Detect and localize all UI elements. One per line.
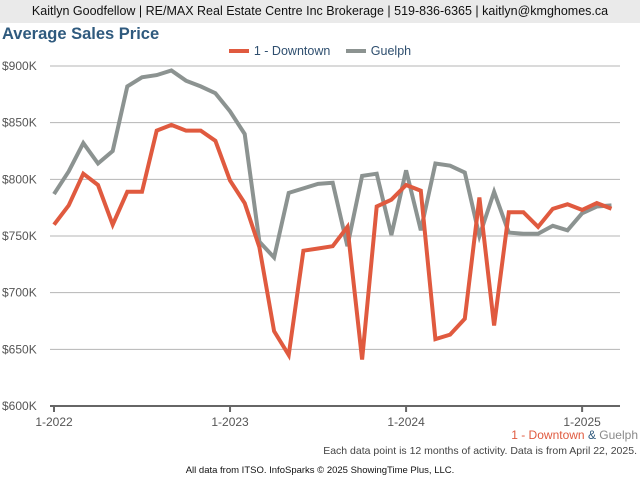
- x-tick-label: 1-2022: [35, 415, 73, 429]
- y-tick-label: $800K: [2, 172, 37, 186]
- legend: 1 - Downtown Guelph: [0, 44, 640, 58]
- y-tick-label: $900K: [2, 59, 37, 73]
- series-line-guelph: [52, 68, 612, 262]
- y-tick-label: $650K: [2, 342, 37, 356]
- source-note: All data from ITSO. InfoSparks © 2025 Sh…: [185, 465, 455, 476]
- caption-guelph: Guelph: [599, 428, 638, 442]
- series-caption: 1 - Downtown & Guelph: [511, 428, 638, 442]
- y-tick-label: $700K: [2, 286, 37, 300]
- legend-swatch-guelph: [345, 48, 366, 53]
- y-tick-label: $600K: [2, 399, 37, 413]
- legend-swatch-downtown: [228, 48, 249, 53]
- x-tick-label: 1-2024: [387, 415, 425, 429]
- contact-header: Kaitlyn Goodfellow | RE/MAX Real Estate …: [0, 0, 640, 23]
- y-tick-label: $750K: [2, 229, 37, 243]
- series-line-downtown: [52, 122, 613, 361]
- chart-title: Average Sales Price: [2, 25, 160, 43]
- legend-label-guelph: Guelph: [370, 44, 412, 58]
- legend-item-guelph[interactable]: Guelph: [345, 44, 412, 58]
- data-note: Each data point is 12 months of activity…: [323, 445, 637, 457]
- legend-item-downtown[interactable]: 1 - Downtown: [228, 44, 331, 58]
- y-tick-label: $850K: [2, 116, 37, 130]
- x-tick-label: 1-2025: [563, 415, 601, 429]
- caption-amp: &: [587, 428, 596, 442]
- line-chart: $600K $650K $700K $750K $800K $850K $900K 1-20…: [2, 59, 620, 429]
- x-tick-label: 1-2023: [211, 415, 249, 429]
- caption-downtown: 1 - Downtown: [511, 428, 585, 442]
- legend-label-downtown: 1 - Downtown: [253, 44, 331, 58]
